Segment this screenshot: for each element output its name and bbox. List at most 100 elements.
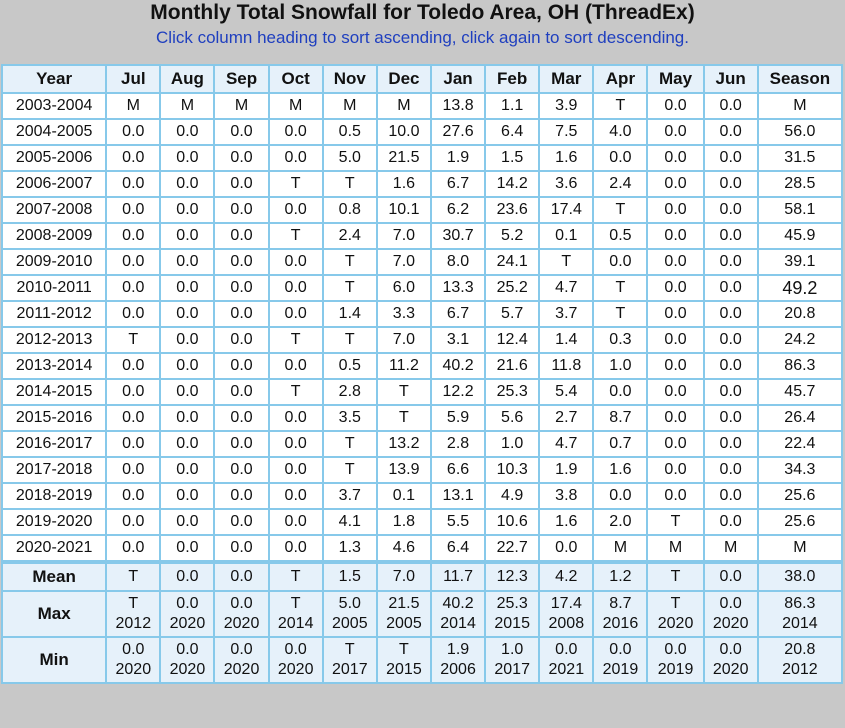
snowfall-cell: 0.0 [646, 430, 705, 458]
min-value: 0.0 [176, 641, 199, 658]
snowfall-cell: 0.0 [105, 222, 162, 250]
snowfall-cell: 0.0 [213, 274, 270, 302]
season-year-cell: 2003-2004 [0, 92, 108, 120]
sort-heading-year[interactable]: Year [0, 64, 108, 94]
snowfall-cell: 0.0 [702, 352, 759, 380]
snowfall-cell: 0.1 [375, 482, 432, 510]
min-cell: 0.0 2019 [646, 636, 705, 684]
snowfall-cell: T [592, 274, 649, 302]
snowfall-cell: 0.0 [105, 300, 162, 328]
snowfall-cell: 0.3 [592, 326, 649, 354]
min-value: 1.0 [501, 641, 524, 658]
snowfall-cell: 7.0 [375, 326, 432, 354]
snowfall-cell: 0.0 [105, 118, 162, 146]
season-year-cell: 2016-2017 [0, 430, 108, 458]
max-cell: 40.2 2014 [429, 590, 487, 638]
max-cell: 5.0 2005 [321, 590, 378, 638]
snowfall-cell: T [267, 326, 324, 354]
mean-cell: 38.0 [756, 560, 844, 592]
min-cell: 1.0 2017 [484, 636, 541, 684]
table-row: 2017-2018 0.0 0.0 0.0 0.0 T 13.9 6.6 10.3 1.9 1.6 0… [0, 456, 844, 484]
max-value: 25.3 [496, 595, 528, 612]
max-year: 2012 [115, 615, 152, 632]
snowfall-cell: 0.0 [159, 300, 216, 328]
sort-heading-jun[interactable]: Jun [702, 64, 759, 94]
snowfall-cell: T [321, 274, 378, 302]
table-row: 2013-2014 0.0 0.0 0.0 0.0 0.5 11.2 40.2 21.6 11.8… [0, 352, 844, 380]
snowfall-cell: 0.0 [105, 378, 162, 406]
snowfall-cell: T [321, 170, 378, 198]
sort-heading-mar[interactable]: Mar [538, 64, 595, 94]
snowfall-cell: 0.8 [321, 196, 378, 224]
sort-heading-season[interactable]: Season [756, 64, 844, 94]
snowfall-cell: 0.0 [646, 274, 705, 302]
min-year: 2012 [782, 661, 818, 678]
snowfall-cell: 24.1 [484, 248, 541, 276]
mean-label: Mean [0, 560, 108, 592]
mean-cell: 0.0 [159, 560, 216, 592]
max-value: T [670, 595, 681, 612]
snowfall-cell: 0.0 [213, 508, 270, 536]
snowfall-cell: 0.5 [592, 222, 649, 250]
snowfall-cell: 0.0 [159, 274, 216, 302]
snowfall-cell: 1.8 [375, 508, 432, 536]
max-cell: T 2014 [267, 590, 324, 638]
table-body: 2003-2004 M M M M M M 13.8 1.1 3.9 T 0.0 0.0 M 2004-20… [0, 92, 844, 563]
sort-instructions: Click column heading to sort ascending, … [156, 28, 689, 47]
mean-cell: 11.7 [429, 560, 487, 592]
snowfall-cell: T [646, 508, 705, 536]
sort-heading-apr[interactable]: Apr [592, 64, 649, 94]
snowfall-cell: 3.7 [538, 300, 595, 328]
season-year-cell: 2020-2021 [0, 534, 108, 563]
snowfall-cell: M [646, 534, 705, 563]
sort-heading-oct[interactable]: Oct [267, 64, 324, 94]
sort-heading-aug[interactable]: Aug [159, 64, 216, 94]
max-year: 2005 [386, 615, 422, 632]
min-cell: 0.0 2021 [538, 636, 595, 684]
sort-heading-jan[interactable]: Jan [429, 64, 487, 94]
snowfall-cell: T [267, 378, 324, 406]
snowfall-cell: 0.0 [267, 274, 324, 302]
snowfall-cell: 0.0 [213, 430, 270, 458]
min-year: 2020 [169, 661, 206, 678]
snowfall-cell: 2.0 [592, 508, 649, 536]
snowfall-cell: M [267, 92, 324, 120]
snowfall-cell: 5.4 [538, 378, 595, 406]
snowfall-cell: 10.6 [484, 508, 541, 536]
sort-heading-sep[interactable]: Sep [213, 64, 270, 94]
snowfall-cell: 2.4 [592, 170, 649, 198]
sort-heading-feb[interactable]: Feb [484, 64, 541, 94]
snowfall-cell: 0.0 [159, 196, 216, 224]
snowfall-cell: 1.1 [484, 92, 541, 120]
snowfall-cell: 25.3 [484, 378, 541, 406]
mean-cell: 1.2 [592, 560, 649, 592]
max-year: 2008 [548, 615, 585, 632]
snowfall-cell: 1.6 [375, 170, 432, 198]
snowfall-cell: 0.0 [646, 300, 705, 328]
sort-heading-jul[interactable]: Jul [105, 64, 162, 94]
max-value: 0.0 [176, 595, 199, 612]
snowfall-cell: 5.6 [484, 404, 541, 432]
snowfall-cell: 13.1 [429, 482, 487, 510]
max-cell: 21.5 2005 [375, 590, 432, 638]
max-year: 2015 [494, 615, 530, 632]
table-row: 2015-2016 0.0 0.0 0.0 0.0 3.5 T 5.9 5.6 2.7 8.7 0.0… [0, 404, 844, 432]
snowfall-cell: 2.8 [429, 430, 487, 458]
max-cell: 25.3 2015 [484, 590, 541, 638]
max-value: 0.0 [719, 595, 742, 612]
max-year: 2005 [332, 615, 368, 632]
table-row: 2004-2005 0.0 0.0 0.0 0.0 0.5 10.0 27.6 6.4 7.5 4.… [0, 118, 844, 146]
snowfall-cell: 0.0 [213, 196, 270, 224]
snowfall-cell: 0.0 [702, 378, 759, 406]
min-year: 2020 [712, 661, 749, 678]
table-row: 2007-2008 0.0 0.0 0.0 0.0 0.8 10.1 6.2 23.6 17.4 T… [0, 196, 844, 224]
max-year: 2020 [712, 615, 749, 632]
sort-heading-may[interactable]: May [646, 64, 705, 94]
snowfall-cell: 0.5 [321, 118, 378, 146]
sort-heading-dec[interactable]: Dec [375, 64, 432, 94]
min-year: 2021 [548, 661, 585, 678]
snowfall-cell: 5.9 [429, 404, 487, 432]
min-value: 0.0 [555, 641, 578, 658]
snowfall-cell: 0.0 [592, 144, 649, 172]
sort-heading-nov[interactable]: Nov [321, 64, 378, 94]
